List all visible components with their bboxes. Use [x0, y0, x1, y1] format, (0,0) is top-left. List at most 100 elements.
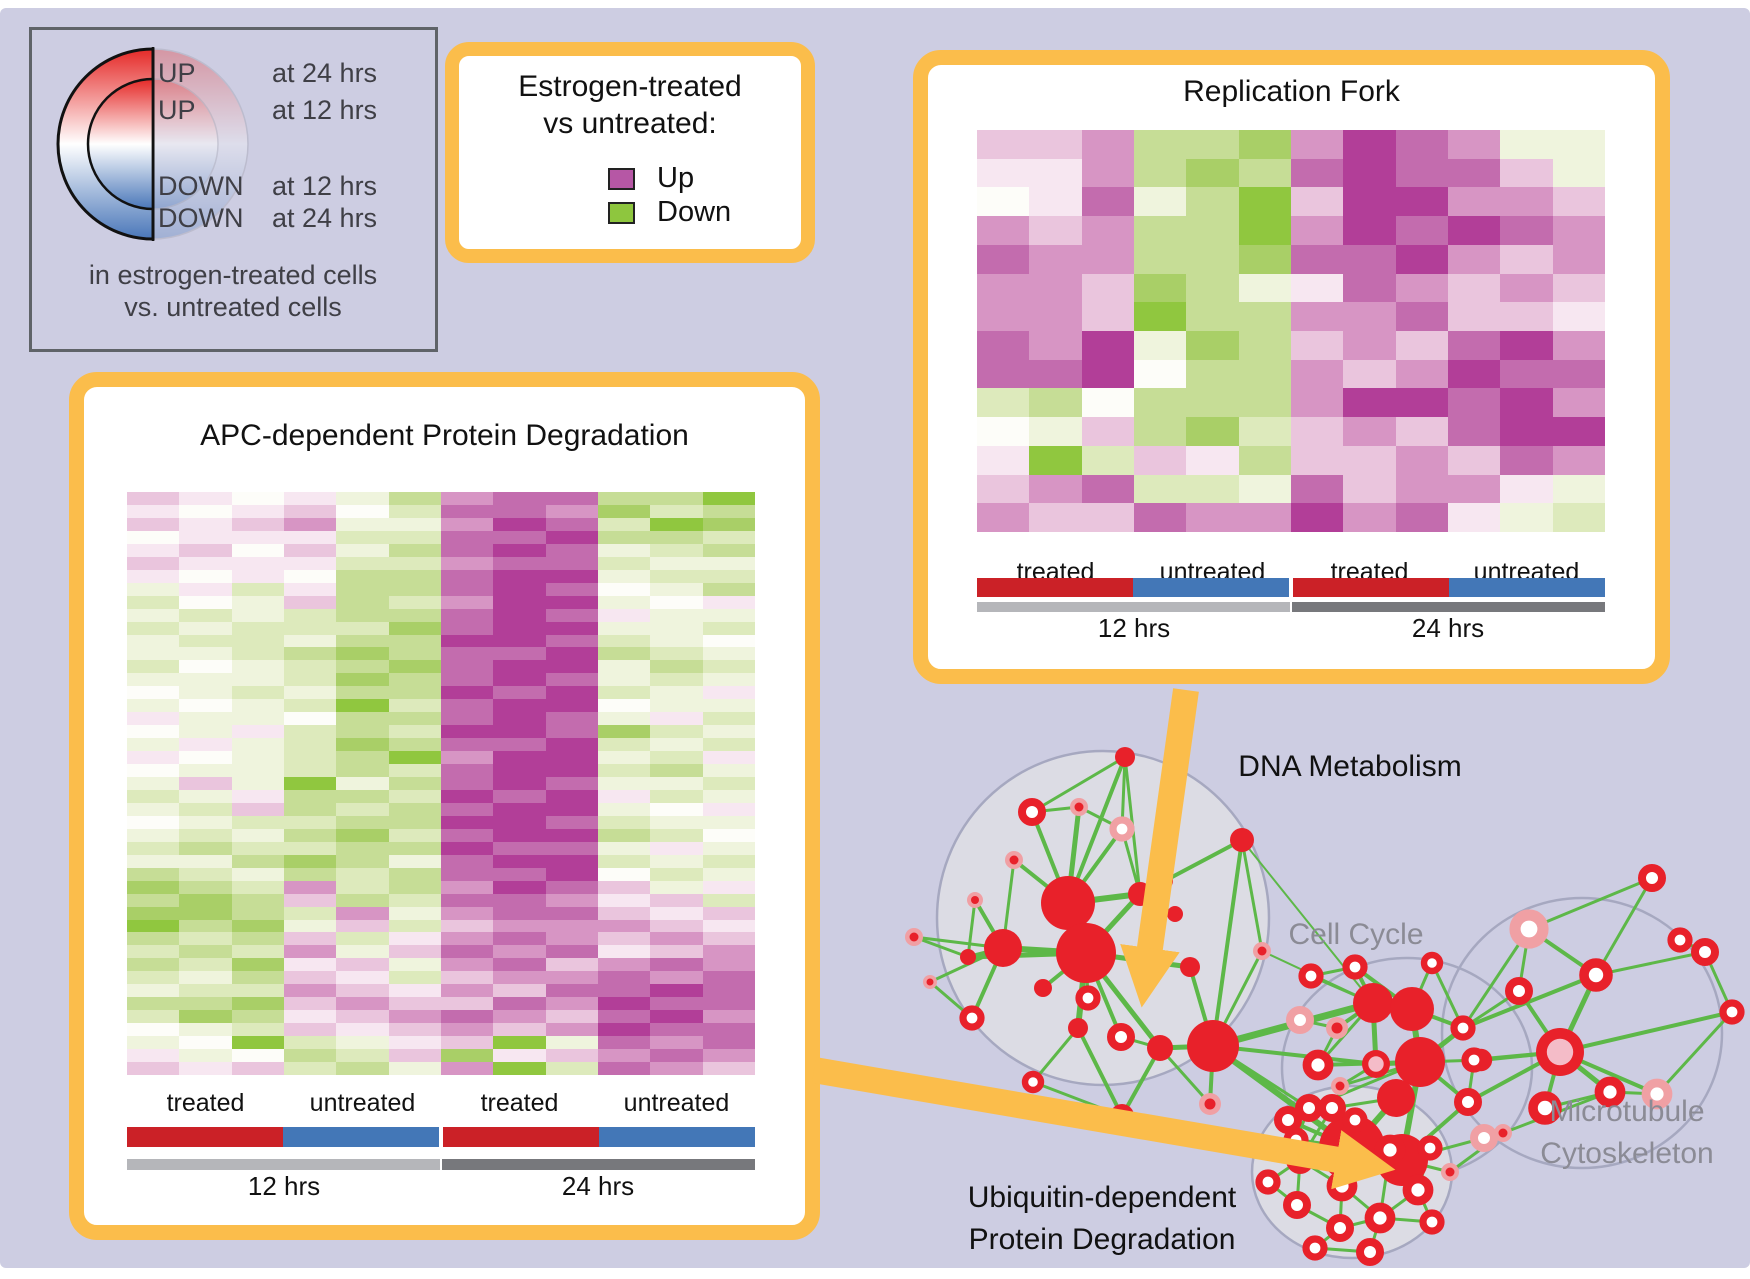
- heatmap-cell: [231, 984, 284, 998]
- network-node: [1441, 1163, 1459, 1181]
- network-node: [1461, 1047, 1487, 1073]
- network-node: [1199, 1093, 1221, 1115]
- heatmap-cell: [1500, 158, 1553, 188]
- heatmap-cell: [231, 673, 284, 687]
- heatmap-cell: [545, 867, 598, 881]
- heatmap-cell: [597, 530, 651, 544]
- network-edge: [1076, 1026, 1124, 1118]
- heatmap-cell: [1133, 273, 1187, 303]
- network-node: [1255, 1169, 1281, 1195]
- heatmap-cell: [597, 608, 651, 622]
- heatmap-cell: [336, 556, 389, 570]
- rf-time-bars: [977, 602, 1605, 612]
- heatmap-cell: [179, 880, 232, 894]
- heatmap-cell: [440, 880, 494, 894]
- heatmap-cell: [179, 828, 232, 842]
- network-node: [1109, 816, 1135, 842]
- heatmap-cell: [1552, 474, 1605, 504]
- heatmap-cell: [127, 815, 180, 829]
- network-node: [1417, 1135, 1443, 1161]
- heatmap-cell: [650, 932, 703, 946]
- down-24-time: at 24 hrs: [272, 203, 377, 233]
- heatmap-cell: [977, 417, 1030, 446]
- heatmap-cell: [597, 777, 651, 790]
- network-node: [1326, 1170, 1358, 1202]
- heatmap-cell: [336, 984, 389, 998]
- heatmap-cell: [179, 595, 232, 609]
- heatmap-cell: [440, 725, 494, 739]
- heatmap-cell: [127, 893, 180, 907]
- network-node: [1356, 1238, 1384, 1266]
- heatmap-cell: [127, 958, 180, 972]
- network-node: [1579, 958, 1613, 992]
- heatmap-cell: [179, 699, 232, 713]
- down-24-dir: DOWN: [158, 203, 243, 233]
- heatmap-cell: [1500, 474, 1553, 504]
- dna-metabolism-cluster: [935, 749, 1271, 1087]
- heatmap-cell: [388, 660, 441, 674]
- heatmap-cell: [597, 906, 651, 920]
- heatmap-cell: [493, 660, 546, 674]
- heatmap-cell: [545, 725, 598, 739]
- heatmap-cell: [283, 764, 337, 778]
- heatmap-cell: [283, 621, 337, 635]
- heatmap-cell: [336, 1062, 389, 1075]
- heatmap-cell: [650, 543, 703, 557]
- heatmap-cell: [336, 777, 389, 790]
- heatmap-cell: [1081, 244, 1134, 274]
- heatmap-cell: [545, 880, 598, 894]
- heatmap-cell: [179, 971, 232, 985]
- heatmap-cell: [1552, 503, 1605, 532]
- heatmap-cell: [650, 789, 703, 803]
- heatmap-cell: [493, 997, 546, 1011]
- inner-half-circle-faded: [152, 78, 219, 210]
- heatmap-cell: [597, 556, 651, 570]
- apc-12hr-bar: [127, 1159, 440, 1170]
- heatmap-cell: [231, 828, 284, 842]
- heatmap-cell: [702, 802, 755, 816]
- heatmap-cell: [1238, 302, 1291, 331]
- network-node: [1326, 1214, 1354, 1242]
- heatmap-cell: [597, 1049, 651, 1063]
- heatmap-cell: [1081, 330, 1134, 360]
- heatmap-cell: [493, 764, 546, 778]
- heatmap-cell: [179, 945, 232, 959]
- network-node: [1018, 798, 1046, 826]
- heatmap-cell: [545, 789, 598, 803]
- heatmap-cell: [388, 1010, 441, 1024]
- heatmap-cell: [702, 738, 755, 752]
- heatmap-cell: [597, 971, 651, 985]
- heatmap-cell: [388, 764, 441, 778]
- network-node: [1274, 1106, 1302, 1134]
- heatmap-cell: [336, 893, 389, 907]
- network-node: [1377, 1079, 1415, 1117]
- heatmap-cell: [1447, 417, 1501, 446]
- heatmap-cell: [1081, 474, 1134, 504]
- heatmap-cell: [127, 906, 180, 920]
- heatmap-cell: [702, 958, 755, 972]
- heatmap-cell: [336, 738, 389, 752]
- heatmap-cell: [440, 867, 494, 881]
- heatmap-cell: [1133, 359, 1187, 389]
- heatmap-cell: [283, 725, 337, 739]
- heatmap-cell: [179, 582, 232, 596]
- network-node: [1286, 1006, 1314, 1034]
- heatmap-cell: [127, 971, 180, 985]
- network-node: [923, 975, 937, 989]
- network-node: [1107, 1023, 1135, 1051]
- heatmap-cell: [493, 906, 546, 920]
- heatmap-cell: [1343, 359, 1396, 389]
- heatmap-cell: [283, 893, 337, 907]
- heatmap-cell: [127, 673, 180, 687]
- heatmap-cell: [702, 595, 755, 609]
- heatmap-cell: [336, 880, 389, 894]
- heatmap-cell: [650, 828, 703, 842]
- heatmap-cell: [702, 517, 755, 531]
- heatmap-cell: [440, 608, 494, 622]
- heatmap-cell: [1447, 503, 1501, 532]
- heatmap-cell: [231, 1062, 284, 1075]
- network-edge: [1030, 755, 1127, 814]
- heatmap-cell: [231, 634, 284, 648]
- network-node: [1115, 747, 1135, 767]
